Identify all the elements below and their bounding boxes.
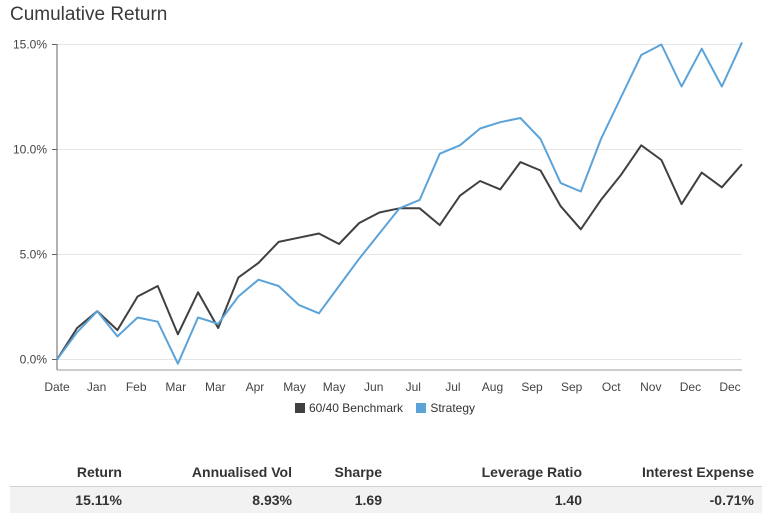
stats-value-leverage: 1.40 — [554, 492, 582, 508]
stats-header-row: Return Annualised Vol Sharpe Leverage Ra… — [10, 458, 762, 486]
x-tick-label: May — [323, 380, 346, 394]
legend-item-strategy[interactable]: Strategy — [416, 401, 475, 415]
stats-header-vol: Annualised Vol — [191, 464, 292, 480]
x-tick-label: Mar — [165, 380, 186, 394]
y-tick-label: 0.0% — [20, 353, 48, 367]
x-tick-label: Aug — [482, 380, 503, 394]
stats-header-interest: Interest Expense — [641, 464, 754, 480]
grid-lines — [57, 44, 742, 360]
stats-header-return: Return — [76, 464, 122, 480]
y-tick-label: 5.0% — [20, 248, 48, 262]
x-tick-label: Date — [44, 380, 70, 394]
y-tick-label: 15.0% — [13, 38, 47, 52]
legend-label-benchmark: 60/40 Benchmark — [308, 401, 403, 415]
series-lines — [56, 41, 743, 365]
y-axis-ticks: 0.0% 5.0% 10.0% 15.0% — [13, 38, 742, 371]
legend-label-strategy: Strategy — [430, 401, 476, 415]
x-tick-label: Jun — [364, 380, 383, 394]
x-tick-label: Oct — [602, 380, 621, 394]
stats-table: Return Annualised Vol Sharpe Leverage Ra… — [10, 458, 762, 513]
stats-value-interest: -0.71% — [709, 492, 754, 508]
stats-value-vol: 8.93% — [252, 492, 292, 508]
x-tick-label: Feb — [126, 380, 147, 394]
x-tick-label: Sep — [521, 380, 543, 394]
x-tick-label: Jan — [87, 380, 106, 394]
x-tick-label: Dec — [719, 380, 740, 394]
stats-value-sharpe: 1.69 — [354, 492, 382, 508]
x-tick-label: May — [283, 380, 306, 394]
legend: 60/40 Benchmark Strategy — [0, 401, 770, 416]
x-tick-label: Apr — [246, 380, 265, 394]
stats-header-sharpe: Sharpe — [334, 464, 382, 480]
chart-title: Cumulative Return — [10, 4, 168, 25]
stats-header-leverage: Leverage Ratio — [481, 464, 582, 480]
legend-swatch-strategy — [416, 403, 427, 413]
x-axis-ticks: Date Jan Feb Mar Mar Apr May May Jun Jul Jul Aug Sep… — [44, 380, 740, 394]
y-tick-label: 10.0% — [13, 143, 47, 157]
series-line-strategy[interactable] — [56, 41, 743, 365]
x-tick-label: Mar — [205, 380, 226, 394]
cumulative-return-chart: 0.0% 5.0% 10.0% 15.0% Date Jan Feb Mar Mar Apr Ma… — [13, 38, 743, 394]
stats-value-return: 15.11% — [75, 492, 122, 508]
x-tick-label: Dec — [680, 380, 701, 394]
legend-item-benchmark[interactable]: 60/40 Benchmark — [294, 401, 403, 415]
x-tick-label: Jul — [445, 380, 460, 394]
stats-value-row: 15.11% 8.93% 1.69 1.40 -0.71% — [10, 486, 762, 513]
legend-swatch-benchmark — [294, 403, 305, 413]
x-tick-label: Sep — [561, 380, 583, 394]
x-tick-label: Jul — [406, 380, 421, 394]
x-tick-label: Nov — [640, 380, 661, 394]
